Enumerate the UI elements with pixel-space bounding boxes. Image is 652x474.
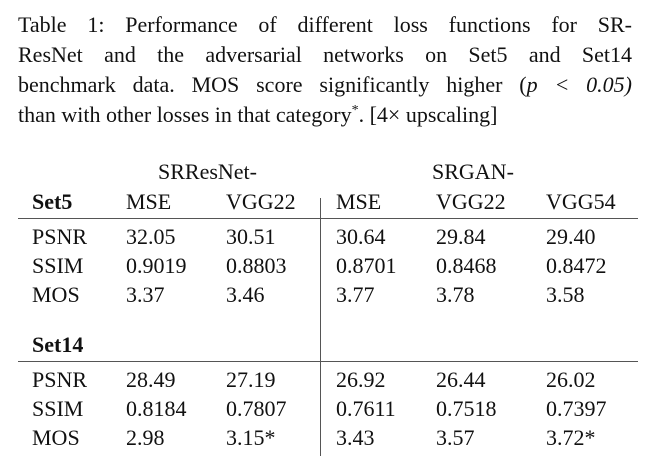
table-cell: 0.7807 — [226, 396, 287, 421]
table-cell: 29.84 — [436, 224, 486, 249]
table-cell: 26.44 — [436, 367, 486, 392]
table-cell: 0.8468 — [436, 253, 497, 278]
row-metric-label: MOS — [32, 282, 80, 307]
table-cell: 0.9019 — [126, 253, 187, 278]
table-cell: 3.43 — [336, 425, 375, 450]
table-cell: 0.7397 — [546, 396, 607, 421]
table-cell: 3.72* — [546, 425, 596, 450]
caption-line-4-text: than with other losses in that category — [18, 102, 352, 127]
caption-math: p < 0.05) — [526, 72, 633, 97]
table-cell: 0.8803 — [226, 253, 287, 278]
table-cell: 3.78 — [436, 282, 475, 307]
column-divider — [320, 198, 321, 456]
row-metric-label: PSNR — [32, 367, 88, 392]
table-cell: 3.37 — [126, 282, 165, 307]
row-metric-label: SSIM — [32, 253, 84, 278]
table-cell: 0.7518 — [436, 396, 497, 421]
table-cell: 28.49 — [126, 367, 176, 392]
section-label-set14: Set14 — [32, 332, 84, 357]
column-header: MSE — [336, 189, 382, 214]
column-header: VGG22 — [436, 189, 506, 214]
rule-set5 — [18, 218, 638, 219]
caption-line-2: ResNet and the adversarial networks on S… — [18, 42, 632, 67]
caption-line-4: than with other losses in that category*… — [18, 100, 632, 130]
table-cell: 29.40 — [546, 224, 596, 249]
table-cell: 30.64 — [336, 224, 386, 249]
column-header: MSE — [126, 189, 172, 214]
row-metric-label: PSNR — [32, 224, 88, 249]
table-cell: 27.19 — [226, 367, 276, 392]
table-cell: 3.15* — [226, 425, 276, 450]
table-cell: 0.8701 — [336, 253, 397, 278]
table-cell: 0.8472 — [546, 253, 607, 278]
row-metric-label: MOS — [32, 425, 80, 450]
table-cell: 26.02 — [546, 367, 596, 392]
caption-line-3: benchmark data. MOS score significantly … — [18, 70, 632, 100]
table-cell: 0.7611 — [336, 396, 396, 421]
group-header-srgan: SRGAN- — [432, 159, 514, 184]
caption-line-3-text: benchmark data. MOS score significantly … — [18, 72, 527, 97]
section-label-set5: Set5 — [32, 189, 73, 214]
table-cell: 3.57 — [436, 425, 475, 450]
rule-set14 — [18, 361, 638, 362]
table-cell: 3.58 — [546, 282, 585, 307]
group-header-srresnet: SRResNet- — [158, 159, 257, 184]
table-cell: 32.05 — [126, 224, 176, 249]
column-header: VGG54 — [546, 189, 616, 214]
table-cell: 2.98 — [126, 425, 165, 450]
caption-line-1: Table 1: Performance of different loss f… — [18, 12, 632, 37]
caption-tail: . [4× upscaling] — [358, 102, 498, 127]
column-header: VGG22 — [226, 189, 296, 214]
table-cell: 30.51 — [226, 224, 276, 249]
table-cell: 3.77 — [336, 282, 375, 307]
table-cell: 0.8184 — [126, 396, 187, 421]
table-cell: 3.46 — [226, 282, 265, 307]
caption-star: * — [351, 103, 359, 118]
table-cell: 26.92 — [336, 367, 386, 392]
row-metric-label: SSIM — [32, 396, 84, 421]
